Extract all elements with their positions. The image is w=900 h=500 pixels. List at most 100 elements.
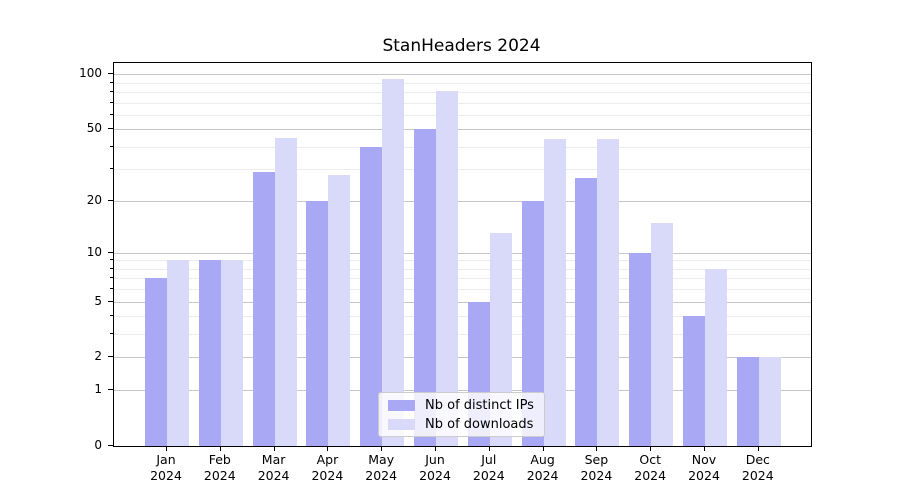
- legend-item-distinct-ips: Nb of distinct IPs: [388, 398, 535, 413]
- bar-distinct-ips-jun: [414, 129, 436, 446]
- y-axis-label-5: 5: [94, 293, 102, 308]
- bar-distinct-ips-apr: [306, 200, 329, 446]
- x-axis-label-jan: Jan 2024: [138, 452, 194, 483]
- x-axis-label-month-apr: Apr: [316, 452, 339, 467]
- x-axis-label-year-feb: 2024: [203, 467, 236, 483]
- bar-downloads-aug: [543, 139, 566, 446]
- bar-distinct-ips-may: [360, 146, 383, 446]
- x-axis-label-may: May 2024: [353, 452, 409, 483]
- x-axis-label-year-mar: 2024: [257, 467, 290, 483]
- gridline-major-10: [114, 252, 811, 254]
- x-axis-label-year-may: 2024: [365, 467, 398, 483]
- x-axis-label-sep: Sep 2024: [568, 452, 624, 483]
- x-axis-label-feb: Feb 2024: [192, 452, 248, 483]
- gridline-minor-80: [114, 91, 811, 93]
- x-axis-label-month-may: May: [368, 452, 395, 467]
- bar-downloads-jun: [436, 90, 458, 446]
- bar-distinct-ips-dec: [736, 357, 759, 446]
- x-axis-label-jul: Jul 2024: [461, 452, 517, 483]
- y-axis-label-20: 20: [86, 192, 102, 207]
- y-minor-tick-mark-60: [110, 113, 113, 115]
- legend-swatch-distinct-ips: [388, 399, 415, 411]
- y-minor-tick-mark-4: [110, 315, 113, 317]
- bar-downloads-mar: [274, 137, 297, 446]
- x-axis-label-year-nov: 2024: [688, 467, 720, 483]
- gridline-minor-70: [114, 102, 811, 104]
- x-axis-label-mar: Mar 2024: [246, 452, 302, 483]
- x-axis-label-month-sep: Sep: [584, 452, 609, 467]
- gridline-minor-40: [114, 146, 811, 148]
- legend-swatch-downloads: [388, 418, 415, 430]
- legend-item-downloads: Nb of downloads: [388, 417, 535, 432]
- x-tick-mark-jan: [166, 446, 167, 451]
- gridline-minor-7: [114, 278, 811, 280]
- x-axis-label-month-jun: Jun: [425, 452, 445, 467]
- y-minor-tick-mark-6: [110, 288, 113, 290]
- x-axis-label-oct: Oct 2024: [622, 452, 678, 483]
- x-tick-mark-oct: [650, 446, 652, 451]
- bar-distinct-ips-jan: [145, 278, 167, 446]
- bar-downloads-oct: [651, 222, 674, 446]
- legend-label-distinct-ips: Nb of distinct IPs: [425, 397, 534, 413]
- y-axis-label-10: 10: [86, 244, 102, 259]
- x-axis-label-year-jan: 2024: [150, 467, 182, 483]
- y-minor-tick-mark-7: [110, 277, 113, 279]
- x-tick-mark-sep: [596, 446, 598, 451]
- gridline-major-2: [114, 357, 811, 359]
- bar-downloads-may: [382, 79, 405, 446]
- y-minor-tick-mark-30: [110, 168, 113, 170]
- x-axis-label-year-apr: 2024: [311, 467, 344, 483]
- gridline-minor-60: [114, 114, 811, 116]
- gridline-major-100: [114, 74, 811, 76]
- bar-downloads-feb: [220, 260, 243, 446]
- bar-downloads-apr: [328, 174, 351, 446]
- y-axis-label-50: 50: [86, 121, 102, 136]
- y-axis-label-100: 100: [79, 66, 102, 81]
- y-tick-mark-0: [108, 445, 113, 446]
- x-tick-mark-may: [381, 446, 383, 451]
- y-tick-mark-20: [108, 199, 113, 201]
- y-minor-tick-mark-3: [110, 333, 113, 335]
- x-axis-label-apr: Apr 2024: [299, 452, 355, 483]
- gridline-minor-90: [114, 82, 811, 84]
- x-axis-label-aug: Aug 2024: [515, 452, 571, 483]
- bar-downloads-jan: [167, 260, 189, 446]
- chart-title: StanHeaders 2024: [382, 36, 541, 56]
- x-axis-label-year-sep: 2024: [580, 467, 613, 483]
- x-tick-mark-mar: [273, 446, 275, 451]
- gridline-major-50: [114, 129, 811, 131]
- x-tick-mark-feb: [219, 446, 221, 451]
- x-axis-label-month-nov: Nov: [691, 452, 717, 467]
- y-tick-mark-5: [108, 300, 113, 302]
- y-tick-mark-1: [108, 389, 113, 391]
- y-minor-tick-mark-70: [110, 101, 113, 103]
- x-axis-label-month-mar: Mar: [261, 452, 286, 467]
- x-axis-label-year-aug: 2024: [526, 467, 559, 483]
- x-tick-mark-nov: [704, 446, 705, 451]
- x-axis-label-year-jul: 2024: [472, 467, 505, 483]
- x-axis-label-month-jan: Jan: [156, 452, 176, 467]
- gridline-minor-30: [114, 169, 811, 171]
- y-minor-tick-mark-80: [110, 90, 113, 92]
- bar-downloads-nov: [705, 268, 727, 446]
- bar-downloads-dec: [758, 357, 781, 446]
- y-tick-mark-10: [108, 251, 113, 253]
- x-axis-label-month-feb: Feb: [208, 452, 231, 467]
- gridline-major-1: [114, 390, 811, 392]
- x-tick-mark-apr: [327, 446, 329, 451]
- x-axis-label-month-jul: Jul: [481, 452, 497, 467]
- bar-distinct-ips-feb: [198, 260, 221, 446]
- gridline-major-5: [114, 301, 811, 303]
- legend-label-downloads: Nb of downloads: [425, 416, 534, 432]
- x-tick-mark-jun: [435, 446, 436, 451]
- x-axis-label-month-oct: Oct: [639, 452, 661, 467]
- y-tick-mark-50: [108, 128, 113, 130]
- gridline-major-20: [114, 200, 811, 202]
- x-axis-label-dec: Dec 2024: [730, 452, 786, 483]
- y-minor-tick-mark-8: [110, 267, 113, 269]
- x-axis-label-jun: Jun 2024: [407, 452, 463, 483]
- gridline-minor-9: [114, 260, 811, 262]
- y-tick-mark-100: [108, 73, 113, 75]
- y-axis-label-2: 2: [94, 349, 102, 364]
